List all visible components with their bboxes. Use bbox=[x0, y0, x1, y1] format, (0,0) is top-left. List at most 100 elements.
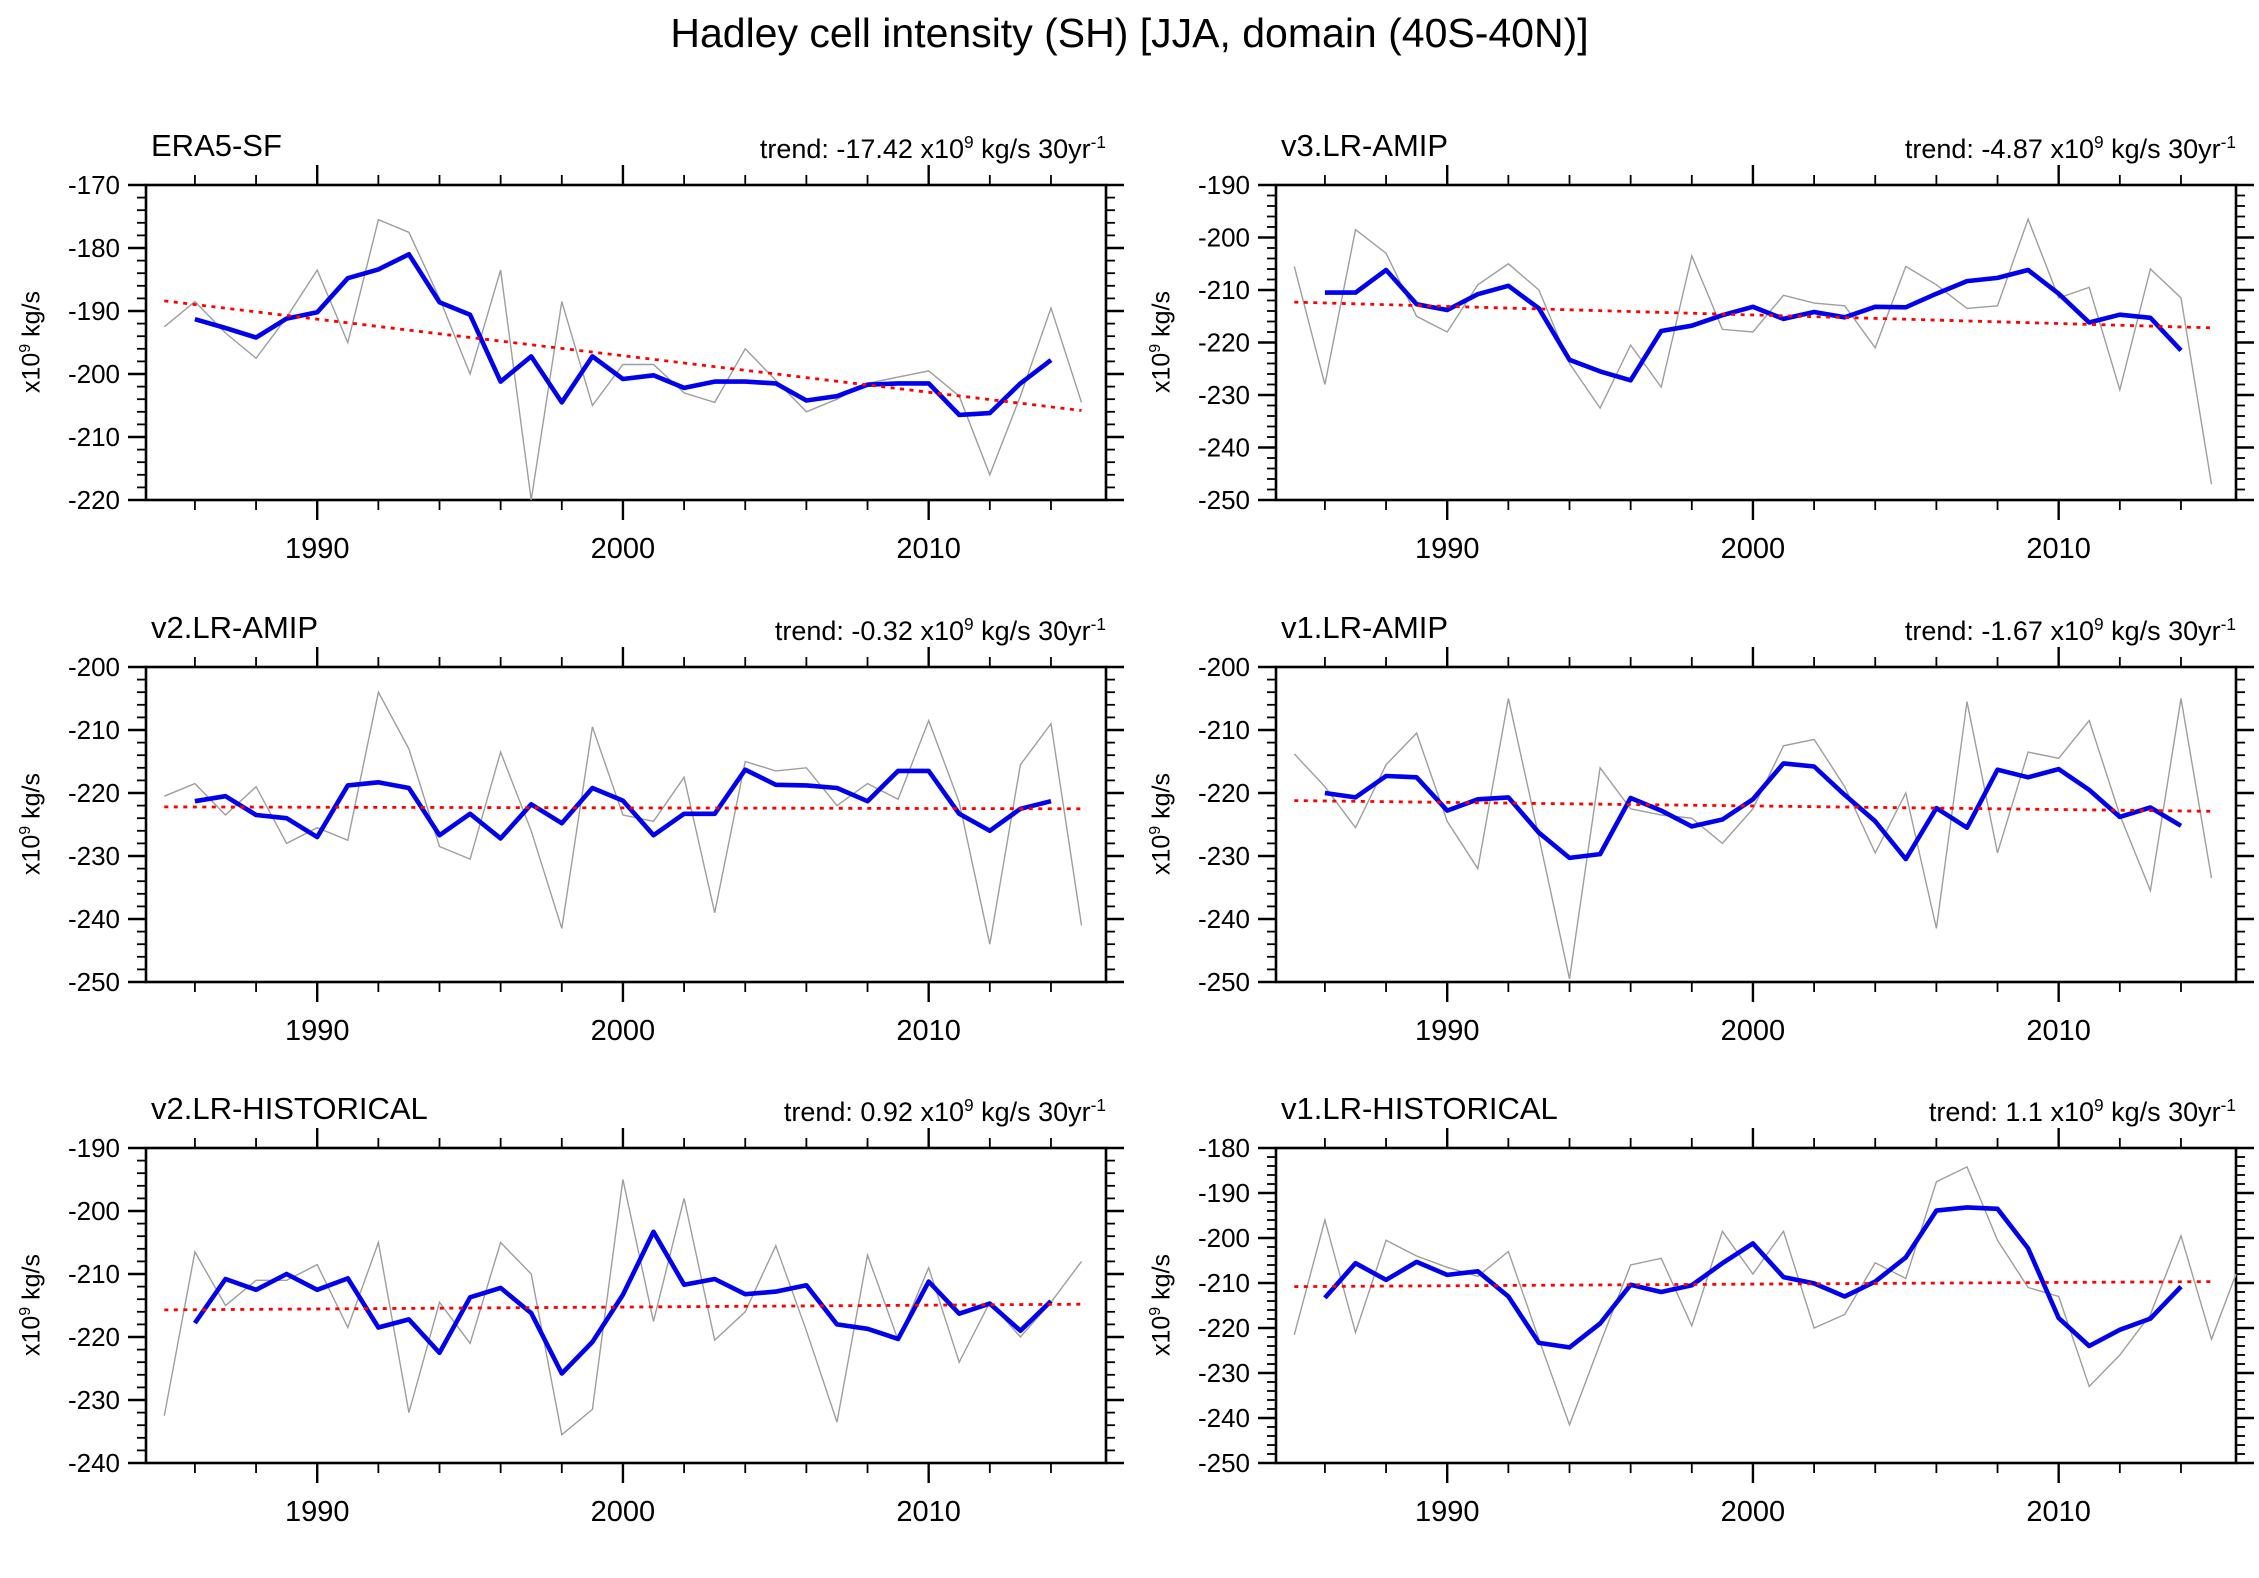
x-tick-label: 2000 bbox=[591, 1015, 656, 1047]
y-tick-label: -200 bbox=[68, 1196, 120, 1226]
y-tick-label: -210 bbox=[1198, 715, 1250, 745]
annual-line bbox=[1293, 217, 2213, 485]
panel-title: v3.LR-AMIP bbox=[1281, 128, 1449, 163]
y-tick-label: -230 bbox=[1198, 1358, 1250, 1388]
linear-trend-line bbox=[164, 805, 1082, 811]
trend-unit: kg/s 30yr bbox=[2103, 616, 2221, 646]
y-tick-label: -210 bbox=[68, 422, 120, 452]
y-tick-label: -220 bbox=[68, 485, 120, 515]
trend-unit: kg/s 30yr bbox=[973, 134, 1091, 164]
panel-title: v1.LR-HISTORICAL bbox=[1281, 1091, 1558, 1126]
trend-unit-exponent: -1 bbox=[1090, 1095, 1106, 1115]
y-tick-label: -250 bbox=[1198, 1448, 1250, 1478]
trend-unit: kg/s 30yr bbox=[973, 616, 1091, 646]
plot-frame bbox=[144, 1146, 1108, 1465]
y-tick-label: -240 bbox=[68, 1448, 120, 1478]
y-tick-label: -220 bbox=[1198, 1313, 1250, 1343]
y-tick-label: -190 bbox=[1198, 170, 1250, 200]
trend-text: trend: -1.67 x10 bbox=[1904, 616, 2094, 646]
x-tick-label: 2010 bbox=[2026, 1496, 2091, 1528]
smoothed-line bbox=[193, 1229, 1053, 1376]
trend-text: trend: 0.92 x10 bbox=[783, 1097, 964, 1127]
trend-unit: kg/s 30yr bbox=[973, 1097, 1091, 1127]
smoothed-line bbox=[1323, 1205, 2183, 1350]
x-tick-label: 2010 bbox=[896, 1015, 961, 1047]
linear-trend-line bbox=[1294, 1280, 2212, 1288]
panel-v2-lr-amip: v2.LR-AMIP trend: -0.32 x109 kg/s 30yr-1… bbox=[1, 582, 1128, 1062]
x-tick-label: 1990 bbox=[1415, 1015, 1480, 1047]
y-tick-label: -240 bbox=[1198, 1403, 1250, 1433]
x-tick-label: 1990 bbox=[1415, 533, 1480, 565]
plot-v1-lr-historical: -250 -240 -230 -220 -210 -200 -190 -180 1990 2000… bbox=[1198, 1128, 2254, 1528]
y-tick-label: -200 bbox=[68, 359, 120, 389]
y-tick-label: -200 bbox=[1198, 652, 1250, 682]
plot-frame bbox=[1274, 183, 2238, 502]
y-tick-label: -220 bbox=[68, 778, 120, 808]
linear-trend-line bbox=[1294, 300, 2212, 330]
plot-v3-lr-amip: -250 -240 -230 -220 -210 -200 -190 1990 2000 2010 bbox=[1198, 165, 2254, 565]
trend-unit: kg/s 30yr bbox=[2103, 134, 2221, 164]
plot-v2-lr-historical: -240 -230 -220 -210 -200 -190 1990 2000 2010 bbox=[68, 1128, 1124, 1528]
x-tick-label: 2000 bbox=[1721, 1015, 1786, 1047]
panel-v2-lr-historical: v2.LR-HISTORICAL trend: 0.92 x109 kg/s 3… bbox=[1, 1063, 1128, 1543]
x-tick-label: 2010 bbox=[896, 533, 961, 565]
y-tick-label: -250 bbox=[1198, 967, 1250, 997]
y-tick-label: -240 bbox=[1198, 433, 1250, 463]
x-tick-label: 2000 bbox=[1721, 1496, 1786, 1528]
smoothed-line bbox=[194, 767, 1052, 841]
panel-title: ERA5-SF bbox=[151, 128, 282, 163]
x-tick-label: 2000 bbox=[591, 533, 656, 565]
x-tick-label: 2010 bbox=[2026, 533, 2091, 565]
panel-era5-sf: ERA5-SF trend: -17.42 x109 kg/s 30yr-1 x… bbox=[1, 100, 1128, 580]
trend-unit-exponent: -1 bbox=[2220, 132, 2236, 152]
y-tick-label: -240 bbox=[1198, 904, 1250, 934]
trend-annotation: trend: 1.1 x109 kg/s 30yr-1 bbox=[1929, 1095, 2236, 1128]
x-tick-label: 2000 bbox=[1721, 533, 1786, 565]
trend-text: trend: -4.87 x10 bbox=[1904, 134, 2094, 164]
panel-v3-lr-amip: v3.LR-AMIP trend: -4.87 x109 kg/s 30yr-1… bbox=[1131, 100, 2258, 580]
y-tick-label: -200 bbox=[68, 652, 120, 682]
trend-unit-exponent: -1 bbox=[2220, 614, 2236, 634]
y-tick-label: -230 bbox=[1198, 841, 1250, 871]
trend-unit-exponent: -1 bbox=[1090, 614, 1106, 634]
annual-line bbox=[163, 1179, 1083, 1436]
y-tick-label: -200 bbox=[1198, 1223, 1250, 1253]
plot-frame bbox=[1274, 1146, 2238, 1465]
y-tick-label: -220 bbox=[1198, 328, 1250, 358]
x-tick-label: 1990 bbox=[285, 533, 350, 565]
y-tick-label: -230 bbox=[1198, 380, 1250, 410]
y-tick-label: -250 bbox=[1198, 485, 1250, 515]
trend-unit-exponent: -1 bbox=[1090, 132, 1106, 152]
panel-title: v1.LR-AMIP bbox=[1281, 610, 1449, 645]
annual-line bbox=[163, 218, 1083, 501]
y-tick-label: -220 bbox=[68, 1322, 120, 1352]
y-tick-label: -190 bbox=[68, 1133, 120, 1163]
x-tick-label: 2010 bbox=[2026, 1015, 2091, 1047]
trend-exponent: 9 bbox=[2093, 132, 2104, 152]
y-tick-label: -190 bbox=[1198, 1178, 1250, 1208]
trend-annotation: trend: 0.92 x109 kg/s 30yr-1 bbox=[784, 1095, 1106, 1128]
plot-frame bbox=[144, 183, 1108, 502]
trend-annotation: trend: -4.87 x109 kg/s 30yr-1 bbox=[1905, 132, 2236, 165]
trend-unit-exponent: -1 bbox=[2220, 1095, 2236, 1115]
trend-exponent: 9 bbox=[963, 132, 974, 152]
y-tick-label: -210 bbox=[1198, 275, 1250, 305]
annual-line bbox=[1293, 1165, 2237, 1427]
y-tick-label: -240 bbox=[68, 904, 120, 934]
panel-title: v2.LR-AMIP bbox=[151, 610, 319, 645]
y-tick-label: -180 bbox=[68, 233, 120, 263]
smoothed-line bbox=[194, 252, 1053, 418]
panel-title: v2.LR-HISTORICAL bbox=[151, 1091, 428, 1126]
trend-annotation: trend: -1.67 x109 kg/s 30yr-1 bbox=[1905, 614, 2236, 647]
plot-v1-lr-amip: -250 -240 -230 -220 -210 -200 1990 2000 2010 bbox=[1198, 647, 2254, 1047]
linear-trend-line bbox=[164, 299, 1082, 412]
y-tick-label: -220 bbox=[1198, 778, 1250, 808]
y-tick-label: -170 bbox=[68, 170, 120, 200]
y-tick-label: -210 bbox=[68, 1259, 120, 1289]
plot-v2-lr-amip: -250 -240 -230 -220 -210 -200 1990 2000 2010 bbox=[68, 647, 1124, 1047]
linear-trend-line bbox=[1294, 799, 2212, 813]
trend-exponent: 9 bbox=[963, 614, 974, 634]
trend-exponent: 9 bbox=[963, 1095, 974, 1115]
trend-exponent: 9 bbox=[2093, 1095, 2104, 1115]
